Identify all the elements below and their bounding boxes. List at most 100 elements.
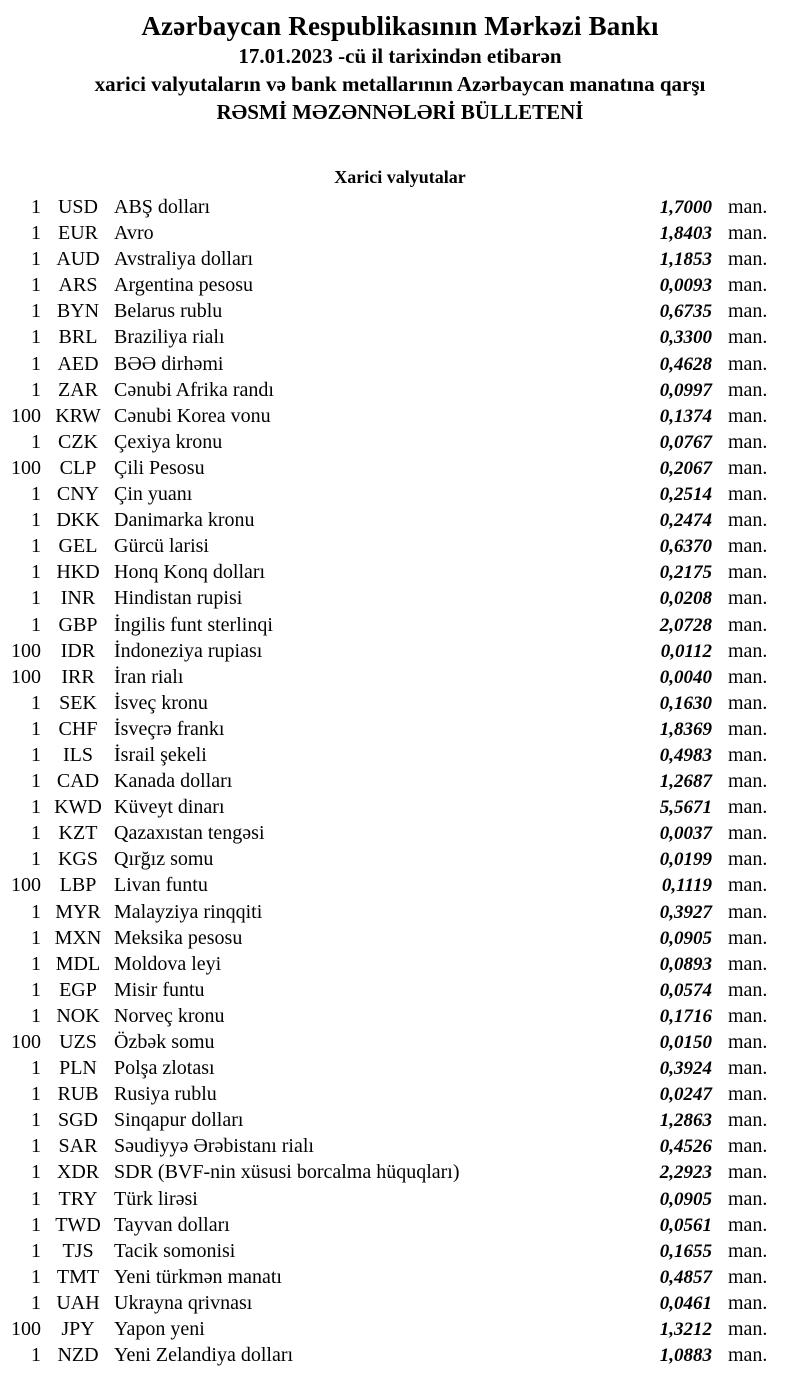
currency-code: BYN: [56, 300, 100, 323]
unit-label: man.: [728, 561, 768, 584]
rate-row: 1 KGS Qırğız somu 0,0199 man.: [0, 846, 800, 872]
currency-name: İngilis funt sterlinqi: [114, 613, 273, 636]
quantity-value: 100: [11, 665, 41, 688]
rate-value: 0,0150: [659, 1032, 712, 1053]
currency-code: AED: [57, 352, 99, 375]
quantity-value: 1: [31, 1239, 41, 1262]
currency-name: Səudiyyə Ərəbistanı rialı: [114, 1135, 314, 1158]
currency-name: Cənubi Afrika randı: [114, 378, 274, 401]
currency-name: Özbək somu: [114, 1031, 215, 1053]
currency-code: XDR: [56, 1161, 100, 1184]
currency-name: Rusiya rublu: [114, 1083, 217, 1106]
unit-label: man.: [728, 1031, 768, 1053]
quantity-value: 1: [31, 1161, 41, 1184]
quantity-value: 100: [11, 1318, 41, 1341]
currency-name: İsrail şekeli: [114, 743, 207, 766]
rate-value: 0,4983: [659, 744, 712, 766]
unit-label: man.: [728, 1161, 768, 1184]
unit-label: man.: [728, 1239, 768, 1262]
quantity-value: 1: [31, 952, 41, 975]
currency-code: IRR: [61, 665, 95, 688]
unit-label: man.: [728, 404, 768, 427]
currency-code: SAR: [58, 1135, 98, 1158]
rate-row: 1 SGD Sinqapur dolları 1,2863 man.: [0, 1107, 800, 1133]
quantity-value: 1: [31, 430, 41, 453]
rate-value: 0,4628: [659, 353, 712, 375]
currency-code: ZAR: [58, 378, 98, 401]
rate-value: 0,3927: [659, 901, 712, 923]
rate-row: 1 HKD Honq Konq dolları 0,2175 man.: [0, 559, 800, 585]
currency-name: İsveç kronu: [114, 691, 208, 714]
unit-label: man.: [728, 1213, 768, 1236]
unit-label: man.: [728, 430, 768, 453]
currency-name: SDR (BVF-nin xüsusi borcalma hüquqları): [114, 1161, 460, 1184]
currency-name: Gürcü larisi: [114, 535, 209, 558]
currency-code: AUD: [56, 248, 100, 271]
currency-code: TJS: [62, 1239, 94, 1262]
rate-value: 2,2923: [659, 1162, 712, 1184]
rate-row: 100 JPY Yapon yeni 1,3212 man.: [0, 1316, 800, 1342]
quantity-value: 1: [31, 300, 41, 323]
rate-row: 1 CAD Kanada dolları 1,2687 man.: [0, 768, 800, 794]
rate-row: 1 INR Hindistan rupisi 0,0208 man.: [0, 585, 800, 611]
quantity-value: 1: [31, 978, 41, 1001]
currency-name: Livan funtu: [114, 874, 208, 897]
rate-row: 1 MYR Malayziya rinqqiti 0,3927 man.: [0, 899, 800, 925]
currency-name: Misir funtu: [114, 978, 205, 1001]
currency-name: Yeni türkmən manatı: [114, 1265, 282, 1288]
unit-label: man.: [728, 1109, 768, 1132]
quantity-value: 1: [31, 1004, 41, 1027]
currency-code: BRL: [58, 326, 98, 349]
unit-label: man.: [728, 274, 768, 297]
unit-label: man.: [728, 743, 768, 766]
quantity-value: 1: [31, 796, 41, 819]
currency-name: Argentina pesosu: [114, 274, 254, 297]
unit-label: man.: [728, 300, 768, 323]
rate-value: 1,2863: [659, 1110, 712, 1132]
currency-code: SGD: [57, 1109, 98, 1132]
rate-value: 0,2514: [659, 484, 712, 506]
rate-row: 100 KRW Cənubi Korea vonu 0,1374 man.: [0, 403, 800, 429]
unit-label: man.: [728, 248, 768, 271]
unit-label: man.: [728, 1318, 768, 1341]
currency-code: INR: [60, 587, 96, 610]
rate-row: 100 LBP Livan funtu 0,1119 man.: [0, 872, 800, 898]
rate-row: 100 CLP Çili Pesosu 0,2067 man.: [0, 455, 800, 481]
currency-name: Qırğız somu: [114, 848, 214, 871]
quantity-value: 1: [31, 848, 41, 871]
currency-name: İran rialı: [114, 665, 184, 688]
currency-code: MXN: [54, 926, 102, 949]
currency-name: Yapon yeni: [114, 1318, 205, 1341]
quantity-value: 100: [11, 1031, 41, 1053]
unit-label: man.: [728, 1083, 768, 1106]
quantity-value: 1: [31, 770, 41, 793]
quantity-value: 1: [31, 535, 41, 558]
unit-label: man.: [728, 1135, 768, 1158]
unit-label: man.: [728, 196, 768, 218]
currency-code: LBP: [59, 874, 97, 897]
section-title: Xarici valyutalar: [334, 167, 466, 187]
quantity-value: 100: [11, 639, 41, 662]
unit-label: man.: [728, 326, 768, 349]
rate-row: 1 GBP İngilis funt sterlinqi 2,0728 man.: [0, 612, 800, 638]
quantity-value: 100: [11, 456, 41, 479]
unit-label: man.: [728, 822, 768, 845]
currency-name: Çin yuanı: [114, 483, 193, 506]
unit-label: man.: [728, 691, 768, 714]
quantity-value: 1: [31, 222, 41, 245]
currency-code: USD: [57, 196, 98, 218]
currency-name: Çili Pesosu: [114, 456, 205, 479]
rate-row: 1 DKK Danimarka kronu 0,2474 man.: [0, 507, 800, 533]
rate-value: 0,0905: [659, 927, 712, 949]
unit-label: man.: [728, 665, 768, 688]
rate-value: 1,1853: [659, 249, 712, 271]
rate-value: 0,0574: [659, 979, 712, 1001]
rate-row: 1 PLN Polşa zlotası 0,3924 man.: [0, 1055, 800, 1081]
unit-label: man.: [728, 978, 768, 1001]
quantity-value: 1: [31, 1265, 41, 1288]
rate-value: 0,2474: [659, 510, 712, 532]
unit-label: man.: [728, 613, 768, 636]
currency-name: Polşa zlotası: [114, 1057, 215, 1080]
rate-value: 0,2067: [659, 457, 712, 479]
rate-row: 1 BYN Belarus rublu 0,6735 man.: [0, 298, 800, 324]
